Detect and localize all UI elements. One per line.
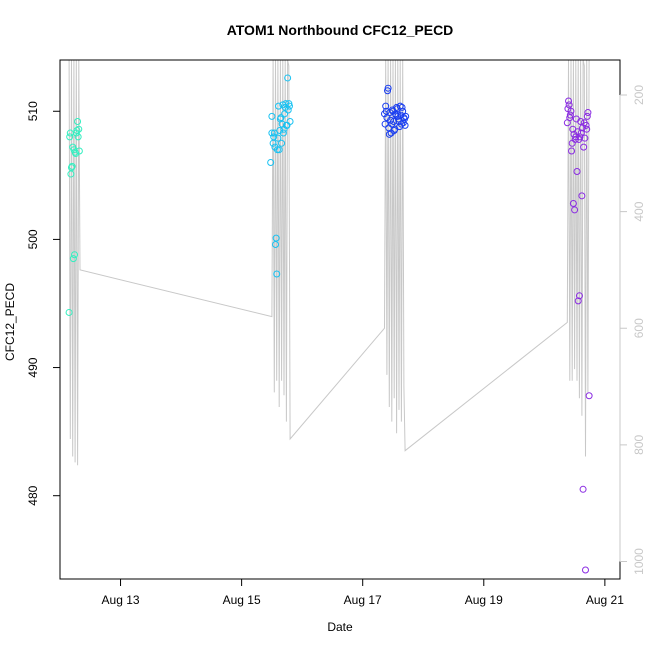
x-tick-label: Aug 19 [465,593,503,607]
y-tick-label: 480 [26,485,40,505]
right-tick-label: 400 [632,201,646,221]
data-point [273,270,281,278]
data-point [397,111,405,119]
x-axis-label: Date [327,620,353,634]
data-point [583,125,591,133]
right-tick-label: 600 [632,318,646,338]
data-point [66,133,74,141]
data-point [284,74,292,82]
data-point [275,102,283,110]
x-tick-label: Aug 15 [223,593,261,607]
data-point [396,123,404,131]
plot-frame [59,59,621,580]
data-point [399,119,407,127]
y-tick-label: 500 [26,229,40,249]
y-tick-label: 510 [26,101,40,121]
data-point [283,121,291,129]
data-point [577,129,585,137]
data-point [569,200,577,208]
data-point [566,111,574,119]
data-point [66,129,74,137]
axes: Aug 13 Aug 15 Aug 17 Aug 19 Aug 21 480 490 500 5… [26,85,646,607]
x-tick-label: Aug 21 [586,593,624,607]
series-4 [563,97,593,574]
data-point [267,159,275,167]
chart-title: ATOM1 Northbound CFC12_PECD [227,22,454,38]
data-point [285,102,293,110]
plot-area [65,60,593,574]
data-point [564,105,572,113]
data-point [393,105,401,113]
data-point [74,118,82,126]
data-point [69,255,77,263]
x-tick-label: Aug 13 [102,593,140,607]
data-point [384,84,392,92]
data-point [74,133,82,141]
data-point [268,129,276,137]
right-tick-label: 1000 [632,548,646,575]
data-point [565,101,573,109]
data-point [574,297,582,305]
data-point [582,121,590,129]
series-3 [380,84,410,138]
data-point [402,112,410,120]
data-point [273,146,281,154]
data-point [571,206,579,214]
data-point [398,103,406,111]
data-point [387,129,395,137]
data-point [576,133,584,141]
data-point [573,167,581,175]
data-point [272,234,280,242]
data-point [382,102,390,110]
right-tick-label: 200 [632,85,646,105]
data-point [65,308,73,316]
data-point [284,106,292,114]
data-point [75,125,83,133]
data-point [580,143,588,151]
data-point [572,115,580,123]
data-point [71,251,79,259]
data-point [381,120,389,128]
data-point [584,109,592,117]
data-point [274,134,282,142]
data-point [278,139,286,147]
data-point [268,112,276,120]
data-point [75,147,83,155]
data-point [270,133,278,141]
data-point [277,114,285,122]
data-point [73,126,81,134]
data-point [68,162,76,170]
data-point [270,129,278,137]
data-point [581,566,589,574]
pressure-profile-line [68,60,590,466]
data-point [566,114,574,122]
data-point [565,97,573,105]
data-point [581,134,589,142]
data-point [568,147,576,155]
data-point [579,485,587,493]
x-tick-label: Aug 17 [344,593,382,607]
y-tick-label: 490 [26,357,40,377]
data-point [384,87,392,95]
data-point [281,110,289,118]
data-point [278,120,286,128]
series-2 [267,74,294,278]
series-1 [65,118,83,316]
data-point [583,112,591,120]
data-point [388,106,396,114]
data-point [578,192,586,200]
y-axis-label: CFC12_PECD [3,283,17,361]
data-point [276,126,284,134]
right-tick-label: 800 [632,435,646,455]
data-point [399,107,407,115]
data-point [575,292,583,300]
data-point [585,392,593,400]
